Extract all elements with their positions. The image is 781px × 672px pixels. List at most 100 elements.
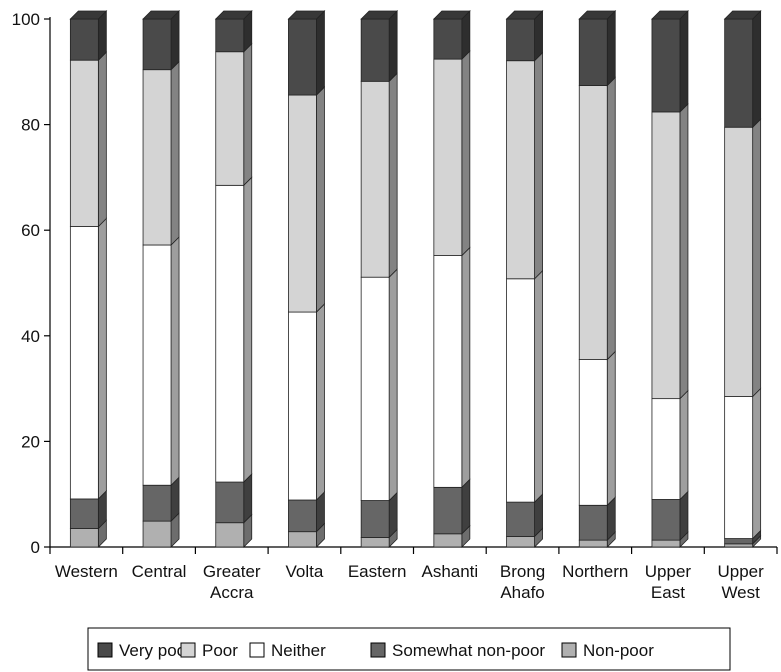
bar-segment-side bbox=[606, 350, 616, 507]
bar-segment-front bbox=[724, 126, 754, 397]
bar-segment-side bbox=[752, 387, 762, 540]
bar-segment-side bbox=[316, 86, 325, 314]
bar-segment bbox=[578, 350, 616, 507]
bar-segment-side bbox=[170, 10, 180, 71]
bar-top-face bbox=[432, 10, 471, 20]
bar-segment-front bbox=[578, 359, 608, 506]
bar-segment bbox=[288, 86, 325, 314]
bar-segment bbox=[650, 10, 689, 113]
x-category-label-line: West bbox=[721, 583, 760, 602]
bar-top-face bbox=[578, 10, 617, 20]
bar-segment bbox=[432, 10, 471, 61]
bar-segment bbox=[578, 76, 616, 361]
bar-segment-side bbox=[316, 10, 325, 96]
y-tick-label: 80 bbox=[21, 116, 40, 135]
bar-segment-front bbox=[360, 537, 390, 548]
bar-segment-front bbox=[433, 18, 463, 60]
bar-segment bbox=[288, 303, 325, 501]
bar-segment-side bbox=[170, 236, 180, 487]
bar-segment-front bbox=[433, 255, 463, 488]
y-tick-label: 0 bbox=[31, 538, 40, 557]
x-category-label: Upper East bbox=[645, 562, 692, 602]
legend-swatch bbox=[561, 642, 577, 658]
bar-segment-front bbox=[215, 481, 245, 524]
bar-segment bbox=[433, 524, 471, 548]
x-category-label-line: Eastern bbox=[348, 562, 407, 581]
bar-segment-side bbox=[388, 72, 398, 279]
bar-segment bbox=[505, 10, 544, 62]
bar-segment-side bbox=[534, 51, 543, 280]
bar-segment-front bbox=[142, 244, 172, 486]
bar-top-face bbox=[505, 10, 544, 20]
x-category-label-line: Western bbox=[55, 562, 118, 581]
x-category-label-line: Upper bbox=[717, 562, 764, 581]
bar-segment-front bbox=[360, 276, 390, 501]
bar-segment-side bbox=[534, 269, 543, 504]
bar-segment bbox=[288, 491, 325, 533]
bar-segment-front bbox=[506, 60, 535, 280]
legend-label: Poor bbox=[202, 641, 238, 660]
bar-segment bbox=[142, 10, 181, 71]
bar-segment-side bbox=[170, 60, 180, 246]
bar-segment-front bbox=[69, 226, 99, 500]
bar-segment bbox=[578, 10, 617, 87]
bar-segment-side bbox=[243, 42, 253, 187]
bar-segment bbox=[724, 387, 762, 540]
bar-segment-side bbox=[97, 217, 107, 500]
bar-segment bbox=[723, 10, 762, 129]
bar-segment bbox=[69, 10, 108, 62]
bar-segment-front bbox=[724, 538, 754, 545]
y-tick-label: 20 bbox=[21, 432, 40, 451]
bar-segment-front bbox=[506, 278, 535, 503]
bar-segment-front bbox=[651, 111, 681, 400]
x-category-label: Brong Ahafo bbox=[500, 562, 545, 602]
legend-item: Poor bbox=[180, 641, 238, 660]
legend-item: Non-poor bbox=[561, 641, 654, 660]
bar-segment-side bbox=[606, 10, 616, 87]
y-tick-label: 60 bbox=[21, 221, 40, 240]
bar-segment-side bbox=[461, 478, 471, 535]
legend: Very poor Poor Neither Somewhat non-poor Non… bbox=[87, 627, 731, 671]
bar-segment-side bbox=[97, 51, 107, 228]
bar-segment-front bbox=[433, 533, 463, 548]
legend-item: Neither bbox=[249, 641, 326, 660]
bar-segment-side bbox=[388, 268, 398, 502]
bar-segment-side bbox=[606, 76, 616, 361]
bar-segment-front bbox=[578, 504, 608, 541]
bar-segment bbox=[215, 176, 253, 484]
bar-segment-front bbox=[360, 80, 390, 278]
bar-segment bbox=[360, 10, 399, 83]
bar-segment-front bbox=[69, 59, 99, 227]
bar-segment bbox=[69, 51, 107, 228]
bar-segment-front bbox=[433, 486, 463, 535]
bar-segment bbox=[142, 60, 180, 246]
bar-segment-front bbox=[724, 18, 754, 128]
x-category-label-line: Greater bbox=[203, 562, 261, 581]
bar-segment-front bbox=[288, 18, 317, 96]
bar-segment-front bbox=[506, 536, 535, 548]
bar-segment-front bbox=[651, 398, 681, 500]
bar-segment-front bbox=[288, 94, 317, 313]
legend-label: Neither bbox=[271, 641, 326, 660]
bar-segment bbox=[433, 246, 471, 489]
bar-segment-front bbox=[578, 539, 608, 548]
bar-top-face bbox=[142, 10, 181, 20]
x-category-label: Eastern bbox=[348, 562, 407, 581]
bar-segment bbox=[360, 268, 398, 502]
x-category-label: Ashanti bbox=[421, 562, 478, 581]
bar-segment-front bbox=[724, 543, 754, 548]
bar-segment bbox=[215, 513, 253, 548]
bar-segment-side bbox=[534, 10, 543, 62]
bar-segment bbox=[506, 51, 543, 280]
bar-segment-front bbox=[288, 531, 317, 548]
bar-segment bbox=[724, 118, 762, 398]
bar-segment bbox=[360, 491, 398, 539]
legend-label: Very poor bbox=[119, 641, 192, 660]
bar-segment-front bbox=[142, 520, 172, 548]
legend-label: Somewhat non-poor bbox=[392, 641, 545, 660]
bar-segment-front bbox=[651, 499, 681, 541]
bar-segment-side bbox=[316, 303, 325, 501]
bar-segment bbox=[69, 217, 107, 500]
bar-segment bbox=[651, 490, 689, 542]
bar-segment bbox=[142, 476, 180, 523]
